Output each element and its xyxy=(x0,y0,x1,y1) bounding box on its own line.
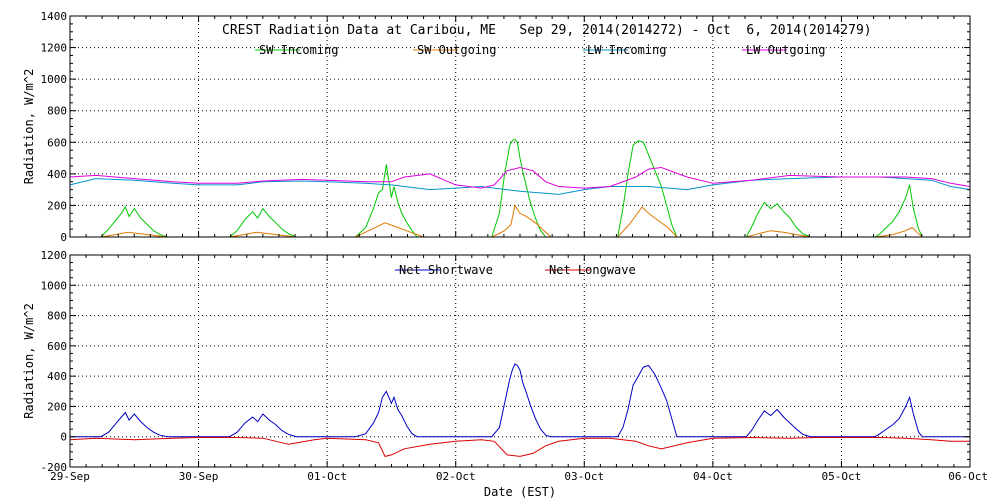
top-panel: 0 200 400 600 800 1000 1200 1400 Radiation, W/m^… xyxy=(22,10,971,244)
legend-label-lw-outgoing: LW Outgoing xyxy=(746,43,825,57)
bottom-plot-frame xyxy=(69,254,971,468)
x-tick-label-03-oct: 03-Oct xyxy=(564,470,604,483)
series-line-sw-outgoing xyxy=(100,204,923,238)
legend-label-net-shortwave: Net Shortwave xyxy=(399,263,493,277)
top-y-tick-label: 400 xyxy=(47,168,67,181)
top-y-tick-label: 0 xyxy=(60,231,67,244)
bottom-y-tick-label: -200 xyxy=(41,461,68,474)
x-tick-label-30-sep: 30-Sep xyxy=(179,470,219,483)
top-y-axis-label: Radiation, W/m^2 xyxy=(22,69,36,185)
top-y-tick-label: 1400 xyxy=(41,10,68,23)
top-y-tick-label: 1200 xyxy=(41,42,68,55)
top-y-tick-label: 200 xyxy=(47,199,67,212)
bottom-y-tick-label: 600 xyxy=(47,340,67,353)
bottom-y-tick-label: 800 xyxy=(47,310,67,323)
series-line-net-longwave xyxy=(69,436,970,457)
x-tick-label-04-oct: 04-Oct xyxy=(693,470,733,483)
bottom-y-tick-label: 1000 xyxy=(41,279,68,292)
bottom-y-tick-label: 200 xyxy=(47,400,67,413)
series-line-lw-outgoing xyxy=(69,166,971,189)
chart-title: CREST Radiation Data at Caribou, ME Sep … xyxy=(222,23,872,38)
bottom-panel: -200 0 200 400 600 800 1000 1200 29-Sep 30-Sep 01-… xyxy=(22,249,988,499)
top-y-tick-label: 1000 xyxy=(41,73,68,86)
top-y-tick-label: 800 xyxy=(47,105,67,118)
bottom-y-tick-label: 0 xyxy=(60,431,67,444)
legend-label-lw-incoming: LW Incoming xyxy=(587,43,666,57)
x-tick-label-02-oct: 02-Oct xyxy=(436,470,476,483)
series-line-sw-incoming xyxy=(100,138,923,238)
top-plot-frame xyxy=(69,15,971,238)
x-tick-label-29-sep: 29-Sep xyxy=(50,470,90,483)
legend-label-sw-outgoing: SW Outgoing xyxy=(417,43,496,57)
bottom-y-axis-label: Radiation, W/m^2 xyxy=(22,303,36,419)
series-line-lw-incoming xyxy=(69,176,971,195)
series-line-net-shortwave xyxy=(70,363,970,438)
x-tick-label-05-oct: 05-Oct xyxy=(822,470,862,483)
bottom-y-tick-label: 400 xyxy=(47,370,67,383)
x-tick-label-06-oct: 06-Oct xyxy=(948,470,988,483)
legend-label-net-longwave: Net Longwave xyxy=(549,263,636,277)
x-tick-label-01-oct: 01-Oct xyxy=(307,470,347,483)
legend-label-sw-incoming: SW Incoming xyxy=(259,43,338,57)
top-y-tick-label: 600 xyxy=(47,136,67,149)
x-axis-label: Date (EST) xyxy=(484,485,556,499)
bottom-y-tick-label: 1200 xyxy=(41,249,68,262)
